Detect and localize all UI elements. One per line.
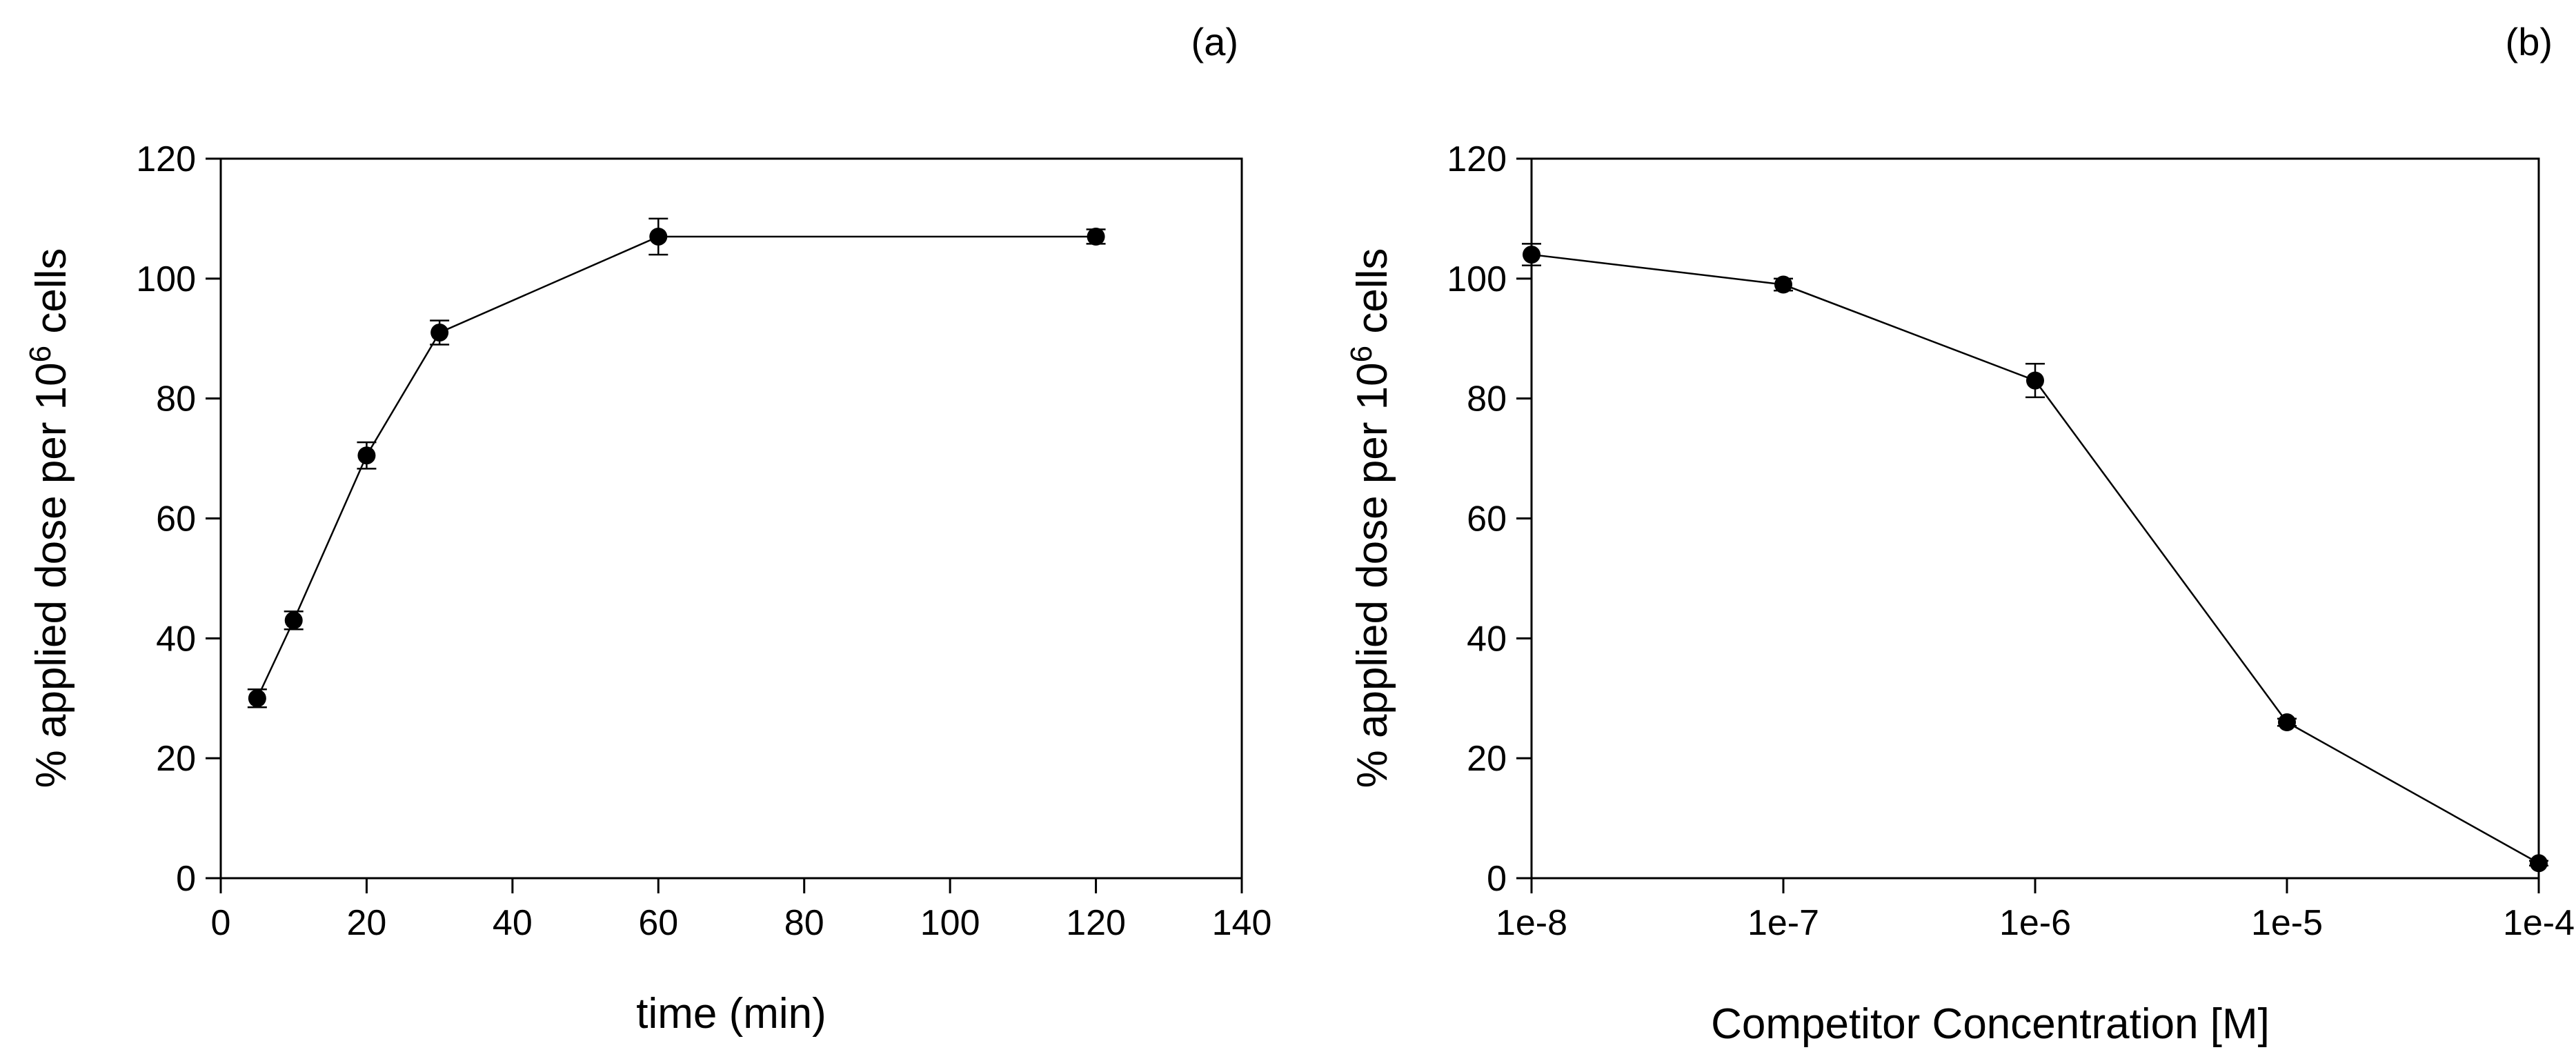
panel-b-x-axis: 1e-8 1e-7 1e-6 1e-5 1e-4 [1496,878,2575,943]
panel-b-data-point [2278,713,2296,732]
panel-b-y-tick-label: 40 [1467,619,1507,659]
panel-b-y-axis-label: % applied dose per 106 cells [1345,248,1396,789]
panel-a-y-axis: 0 20 40 60 80 100 120 [136,139,221,899]
panel-b-series-line [1531,253,2539,864]
panel-a-plot-frame [219,157,1243,880]
panel-a-data-point [649,227,668,246]
panel-a-label: (a) [1191,20,1238,63]
panel-b-plot-frame [1530,157,2540,880]
panel-b-x-axis-label: Competitor Concentration [M] [1711,1000,2270,1048]
panel-a-y-tick-label: 80 [156,379,196,419]
panel-b-label: (b) [2506,20,2553,63]
panel-a-x-axis-label: time (min) [636,990,826,1038]
panel-a-x-tick-label: 120 [1066,903,1126,943]
panel-b-x-tick-label: 1e-8 [1496,903,1567,943]
panel-b-y-label-prefix: % applied dose per 10 [1349,362,1396,788]
panel-a-y-label-suffix: cells [28,248,75,346]
panel-b-x-tick-label: 1e-5 [2251,903,2323,943]
panel-b-data-point [1774,275,1792,294]
panel-b-y-label-suffix: cells [1349,248,1396,346]
panel-b-y-tick-label: 80 [1467,379,1507,419]
panel-a-y-tick-label: 60 [156,499,196,539]
panel-b-y-tick-label: 60 [1467,499,1507,539]
panel-b-data-point [2530,854,2548,873]
panel-b-y-tick-label: 20 [1467,739,1507,779]
panel-b-series [1522,243,2548,873]
panel-a-y-label-prefix: % applied dose per 10 [28,362,75,788]
chart-panel-b: (b) 0 20 40 60 80 100 120 1e-8 1e-7 1e-6 1e-5 1e-4… [1345,20,2575,1048]
panel-a-series [247,217,1106,708]
panel-a-data-point [430,324,449,342]
panel-a-y-tick-label: 20 [156,739,196,779]
panel-a-data-point [1087,227,1105,246]
panel-a-x-tick-label: 0 [211,903,231,943]
panel-a-x-tick-label: 40 [493,903,533,943]
panel-a-x-tick-label: 80 [784,903,824,943]
panel-b-data-point [1523,246,1540,264]
panel-a-y-tick-label: 0 [176,859,196,899]
panel-b-x-tick-label: 1e-7 [1747,903,1819,943]
panel-b-y-tick-label: 0 [1487,859,1507,899]
panel-a-x-axis: 0 20 40 60 80 100 120 140 [211,878,1272,943]
panel-a-y-label-sup: 6 [23,346,57,362]
panel-a-x-tick-label: 140 [1212,903,1272,943]
panel-a-y-axis-label: % applied dose per 106 cells [23,248,75,789]
panel-b-y-tick-label: 120 [1447,139,1507,179]
panel-b-x-tick-label: 1e-4 [2503,903,2575,943]
panel-a-data-point [357,446,376,465]
panel-a-data-point [248,689,266,708]
panel-b-y-tick-label: 100 [1447,259,1507,299]
panel-b-x-tick-label: 1e-6 [1999,903,2071,943]
panel-a-data-point [284,611,303,630]
panel-a-x-tick-label: 60 [638,903,678,943]
panel-a-y-tick-label: 40 [156,619,196,659]
panel-a-y-tick-label: 120 [136,139,196,179]
panel-a-y-tick-label: 100 [136,259,196,299]
panel-b-y-label-sup: 6 [1345,346,1378,362]
panel-a-x-tick-label: 20 [347,903,387,943]
panel-b-y-axis: 0 20 40 60 80 100 120 [1447,139,1532,899]
panel-a-x-tick-label: 100 [920,903,980,943]
panel-b-data-point [2026,371,2044,390]
chart-panel-a: (a) 0 20 40 60 80 100 120 0 20 40 60 80 100 120 140 t… [23,20,1271,1038]
panel-a-series-line [256,235,1096,699]
